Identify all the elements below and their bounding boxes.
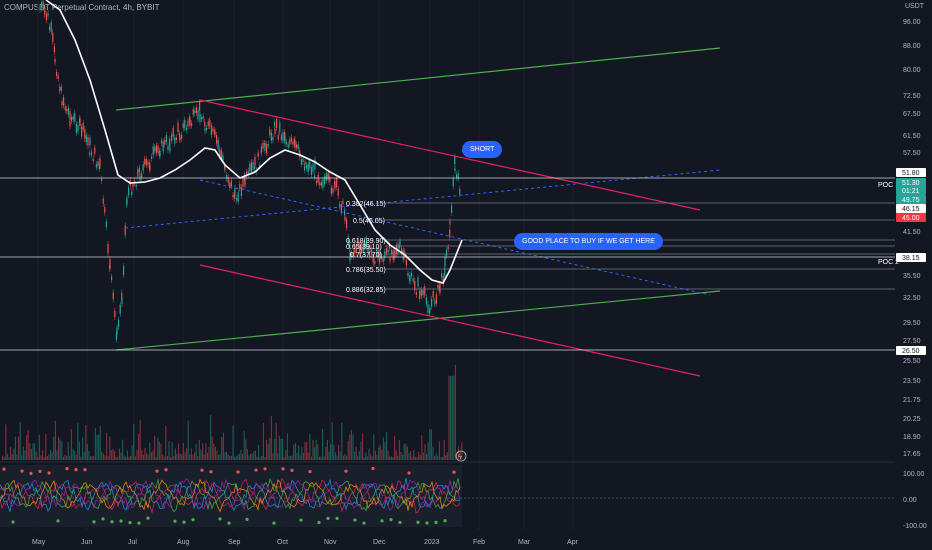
time-tick: Apr xyxy=(567,539,579,546)
price-tick: 72.50 xyxy=(903,93,921,100)
fib-retracement[interactable]: 0.382(46.15) 0.5(45.05) 0.618(39.90)0.65(3… xyxy=(346,201,895,294)
poc2-label: POC 2 xyxy=(878,259,899,266)
price-tick: 27.50 xyxy=(903,338,921,345)
time-axis[interactable]: May Jun Jul Aug Sep Oct Nov Dec 2023 Feb Mar Apr xyxy=(32,539,579,546)
red-channel-upper[interactable] xyxy=(199,99,701,211)
oscillator-tick: 100.00 xyxy=(903,471,925,478)
price-badge xyxy=(896,195,926,204)
time-tick: Sep xyxy=(228,539,241,546)
buy-callout[interactable]: GOOD PLACE TO BUY IF WE GET HERE xyxy=(514,233,663,250)
candles xyxy=(39,0,461,343)
time-tick: Mar xyxy=(518,539,531,546)
price-tick: 88.00 xyxy=(903,43,921,50)
red-channel-lower[interactable] xyxy=(199,264,701,377)
price-badge xyxy=(896,168,926,177)
price-tick: 18.90 xyxy=(903,434,921,441)
price-badge-label: 51.80 xyxy=(902,170,920,177)
axis-unit: USDT xyxy=(904,3,924,10)
price-tick: 23.50 xyxy=(903,378,921,385)
fib-label: 0.618(39.90) xyxy=(346,238,386,245)
price-tick: 35.50 xyxy=(903,273,921,280)
oscillator-axis: 100.00 0.00 -100.00 xyxy=(903,471,927,530)
price-tick: 80.00 xyxy=(903,67,921,74)
chart-title: COMPUSDT Perpetual Contract, 4h, BYBIT xyxy=(4,3,160,12)
volume-bars xyxy=(2,364,463,460)
time-tick: Aug xyxy=(177,539,190,546)
price-tick: 32.50 xyxy=(903,295,921,302)
price-badge xyxy=(896,213,926,222)
price-tick: 67.50 xyxy=(903,111,921,118)
price-tick: 29.50 xyxy=(903,320,921,327)
price-badge-label: 01:21 xyxy=(902,188,920,195)
price-tick: 25.50 xyxy=(903,358,921,365)
price-badge-label: 45.00 xyxy=(902,215,920,222)
price-badge xyxy=(896,186,926,195)
price-badge-label: 46.15 xyxy=(902,206,920,213)
short-callout[interactable]: SHORT xyxy=(462,141,503,158)
price-badge-label: 38.15 xyxy=(902,255,920,262)
lightning-icon[interactable] xyxy=(455,450,467,462)
time-tick: Jun xyxy=(81,539,92,546)
grid xyxy=(37,0,574,530)
time-tick: Nov xyxy=(324,539,337,546)
fib-label: 0.382(46.15) xyxy=(346,201,386,208)
price-tick: 20.25 xyxy=(903,416,921,423)
price-tick: 41.50 xyxy=(903,229,921,236)
green-trendline-upper[interactable] xyxy=(115,47,721,111)
price-axis[interactable]: 96.00 88.00 80.00 72.50 67.50 61.50 57.50 41.50… xyxy=(903,19,921,458)
fib-label: 0.65(39.10) xyxy=(346,244,382,251)
price-badge xyxy=(896,346,926,355)
time-tick: Oct xyxy=(277,539,288,546)
fib-label: 0.886(32.85) xyxy=(346,287,386,294)
moving-average-line xyxy=(45,0,463,284)
price-tick: 57.50 xyxy=(903,150,921,157)
price-badge-label: 26.50 xyxy=(902,348,920,355)
oscillator-panel[interactable] xyxy=(0,465,895,527)
price-tick: 96.00 xyxy=(903,19,921,26)
fib-label: 0.7(37.70) xyxy=(350,252,382,259)
price-badge xyxy=(896,204,926,213)
time-tick: May xyxy=(32,539,46,546)
price-badge-label: 51.30 xyxy=(902,180,920,187)
price-tick: 17.65 xyxy=(903,451,921,458)
green-trendline-lower[interactable] xyxy=(115,290,721,351)
price-tick: 61.50 xyxy=(903,133,921,140)
oscillator-tick: -100.00 xyxy=(903,523,927,530)
time-tick: Dec xyxy=(373,539,386,546)
price-tick: 21.75 xyxy=(903,397,921,404)
time-tick: Jul xyxy=(128,539,137,546)
oscillator-tick: 0.00 xyxy=(903,497,917,504)
price-badge xyxy=(896,178,926,187)
poc1-label: POC 1 xyxy=(878,182,899,189)
lightning-icon-glyph: ϟ xyxy=(458,454,462,461)
fib-label: 0.786(35.50) xyxy=(346,267,386,274)
price-badge-label: 49.75 xyxy=(902,197,920,204)
fib-label: 0.5(45.05) xyxy=(353,218,385,225)
dotted-line-1[interactable] xyxy=(124,169,721,229)
time-tick: 2023 xyxy=(424,539,440,546)
time-tick: Feb xyxy=(473,539,485,546)
price-badge xyxy=(896,253,926,262)
